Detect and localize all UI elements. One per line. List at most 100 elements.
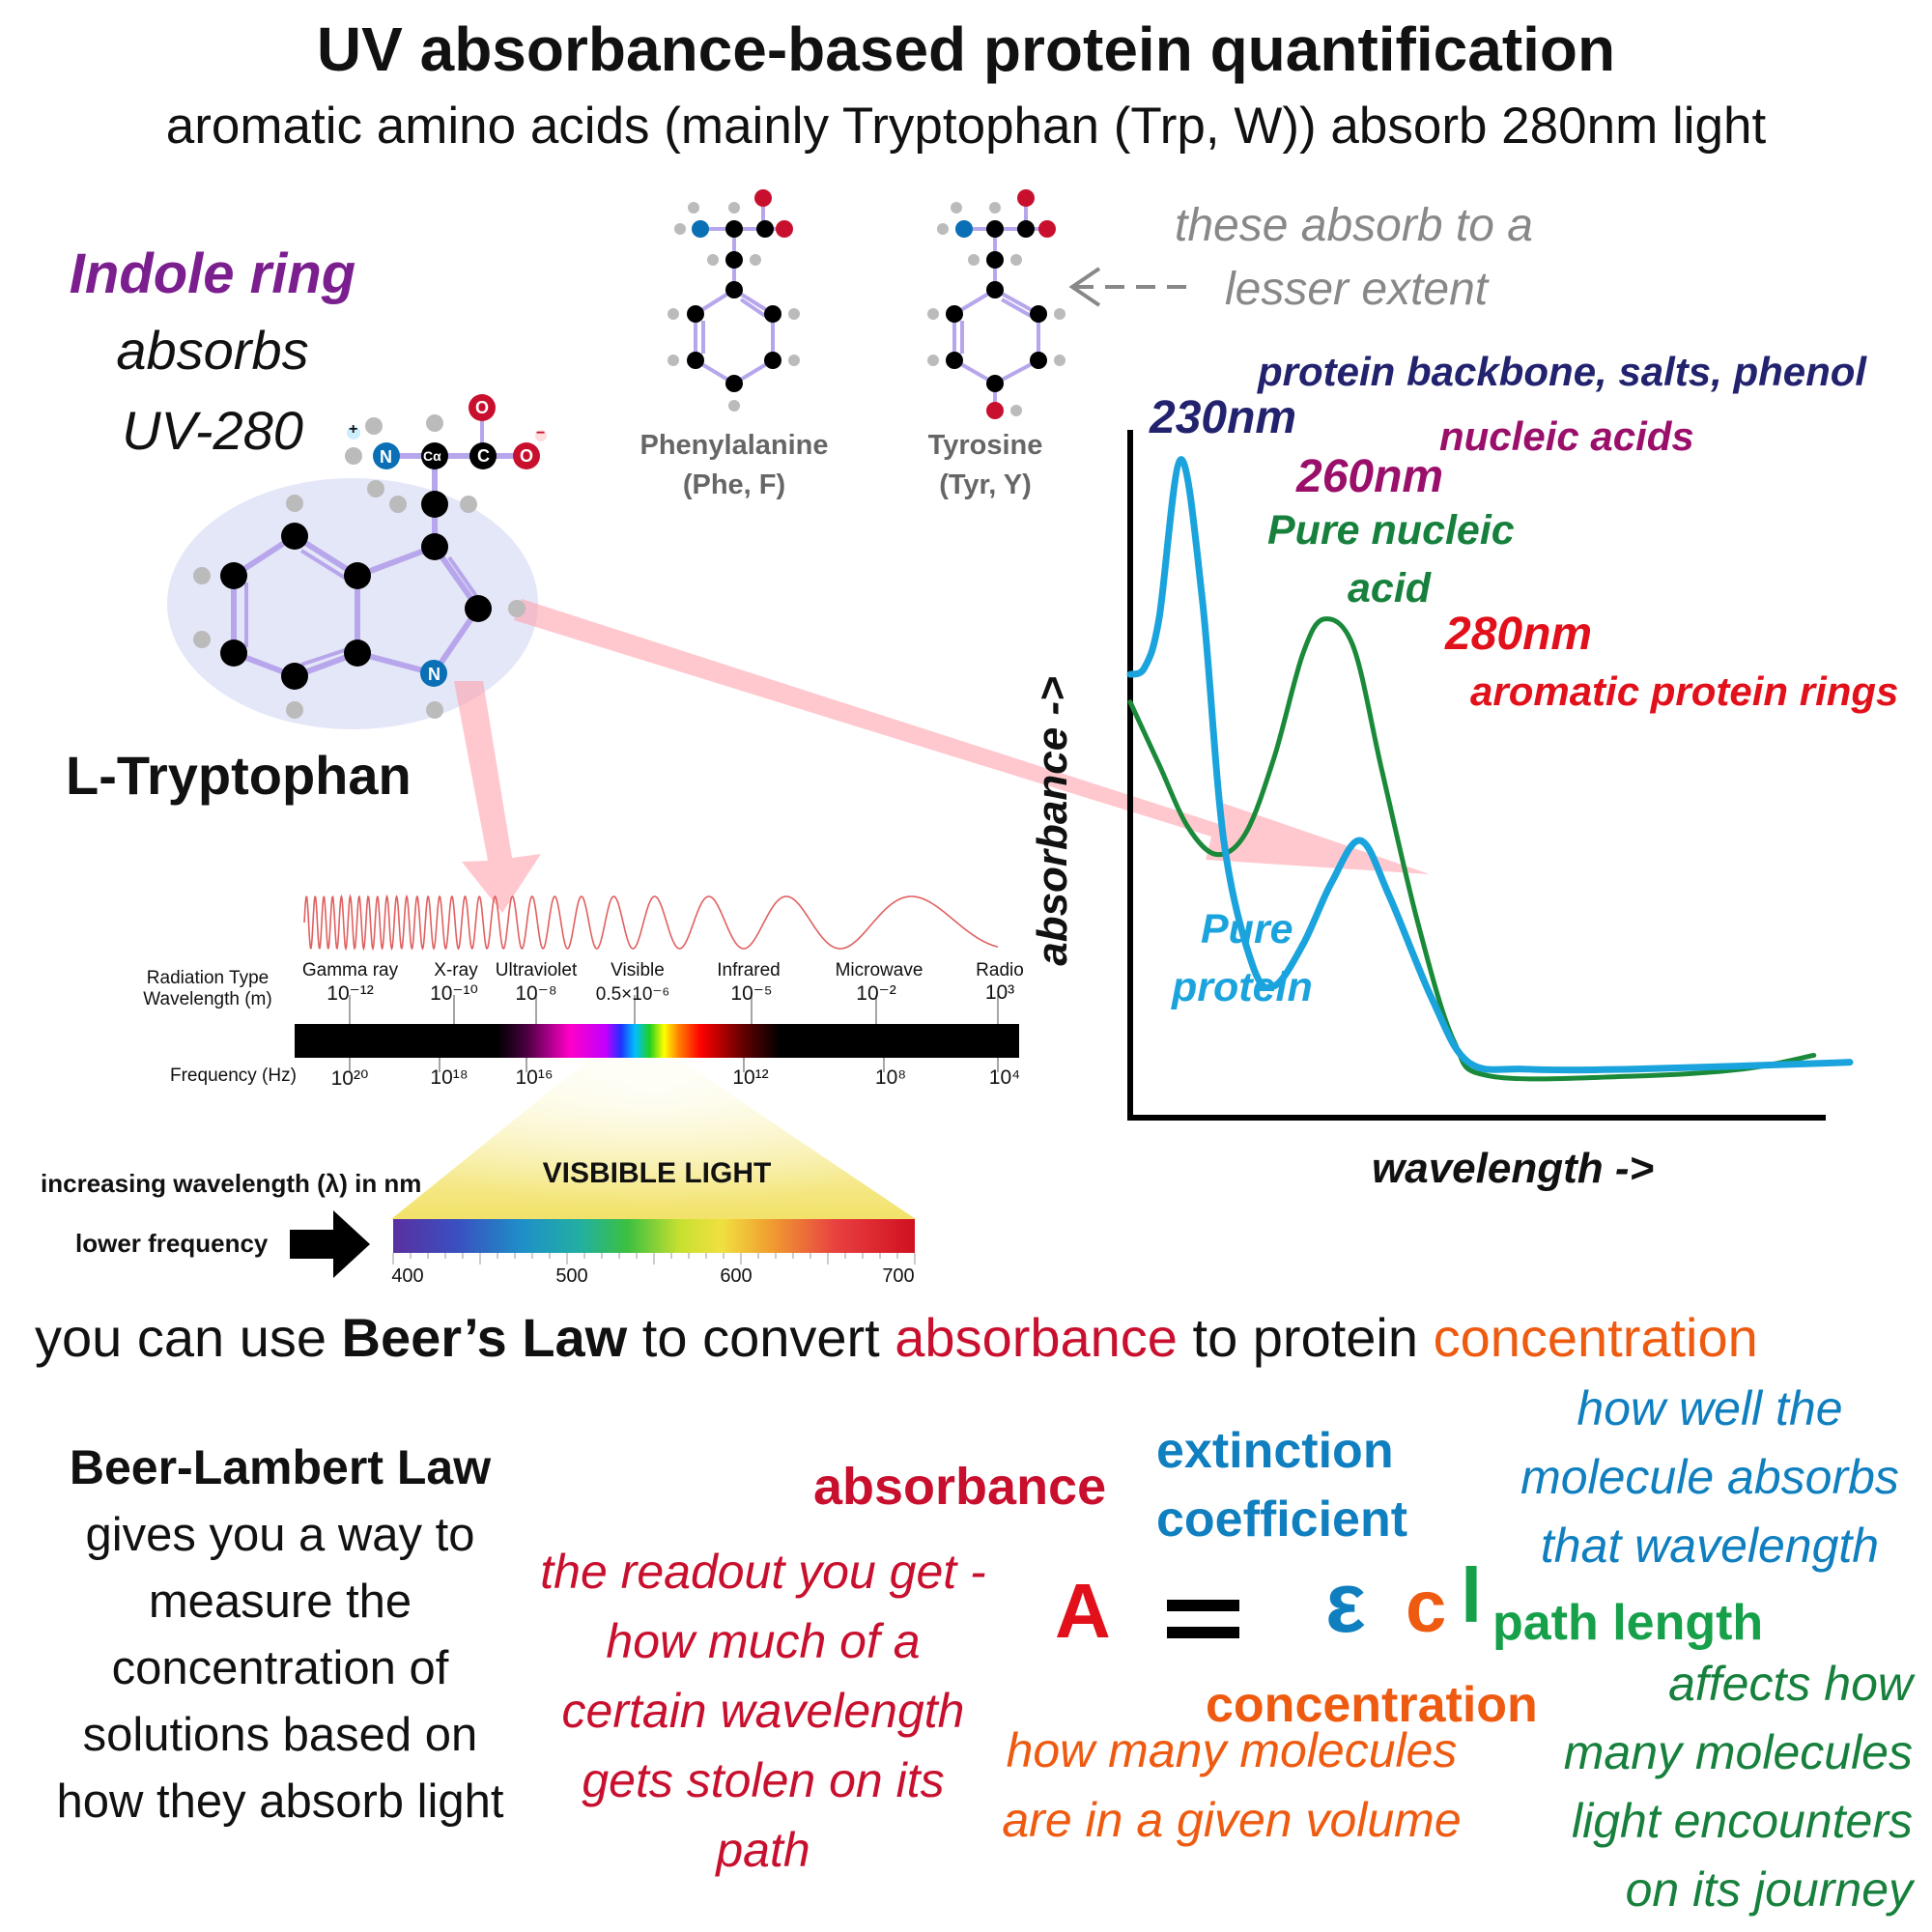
beer-lambert-title: Beer-Lambert Law bbox=[69, 1440, 492, 1494]
intro-prefix: you can use bbox=[35, 1307, 342, 1368]
type-gamma-ray: Gamma ray bbox=[301, 960, 399, 980]
visible-tick-600: 600 bbox=[720, 1265, 753, 1287]
annotation-260nm: 260nm bbox=[1296, 451, 1444, 502]
increasing-wavelength-label: increasing wavelength (λ) in nm bbox=[41, 1169, 422, 1198]
phenylalanine-name: Phenylalanine bbox=[639, 430, 829, 461]
trp-plus-charge: + bbox=[349, 421, 358, 438]
tryptophan-name: L-Tryptophan bbox=[66, 745, 412, 806]
intro-mid2: to protein bbox=[1177, 1307, 1434, 1368]
annotation-260nm-note: nucleic acids bbox=[1439, 413, 1694, 459]
series-label-protein-line1: Pure bbox=[1201, 906, 1293, 952]
extinction-desc-1: how well the bbox=[1577, 1381, 1843, 1435]
radiation-type-label: Radiation Type bbox=[146, 968, 270, 988]
wavelength-visible: 0.5×10⁻⁶ bbox=[595, 984, 670, 1005]
formula-equals-top bbox=[1167, 1600, 1239, 1611]
intro-absorbance: absorbance bbox=[895, 1307, 1178, 1368]
formula-A: A bbox=[1055, 1568, 1111, 1654]
lower-frequency-arrow bbox=[290, 1210, 370, 1278]
absorbance-desc-1: the readout you get - bbox=[540, 1545, 986, 1599]
lesser-extent-note-line2: lesser extent bbox=[1225, 264, 1489, 315]
bl-desc-3: concentration of bbox=[111, 1642, 449, 1694]
annotation-230nm-note: protein backbone, salts, phenol bbox=[1258, 349, 1867, 394]
type-ultraviolet: Ultraviolet bbox=[495, 960, 578, 980]
annotation-280nm-note: aromatic protein rings bbox=[1470, 668, 1899, 714]
intro-concentration: concentration bbox=[1433, 1307, 1758, 1368]
intro-mid: to convert bbox=[627, 1307, 895, 1368]
visible-bar-ticks bbox=[392, 1253, 916, 1264]
phenylalanine-code: (Phe, F) bbox=[682, 469, 786, 500]
visible-tick-500: 500 bbox=[555, 1265, 588, 1287]
extinction-label-line1: extinction bbox=[1156, 1423, 1394, 1479]
page-subtitle: aromatic amino acids (mainly Tryptophan … bbox=[165, 98, 1767, 155]
lesser-extent-note-line1: these absorb to a bbox=[1175, 200, 1533, 251]
wavelength-label: Wavelength (m) bbox=[143, 989, 272, 1009]
indole-ring-title: Indole ring bbox=[69, 242, 356, 305]
visible-spectrum-bar bbox=[393, 1219, 915, 1253]
absorbance-desc-5: path bbox=[716, 1823, 810, 1877]
series-line-pure-nucleic-acid bbox=[1127, 616, 1817, 1082]
indole-line-uv280: UV-280 bbox=[122, 400, 303, 461]
visible-light-title: VISBIBLE LIGHT bbox=[542, 1157, 772, 1189]
intro-beers-law: Beer’s Law bbox=[341, 1307, 628, 1368]
trp-alpha-carbon-label: Cα bbox=[423, 448, 441, 464]
frequency-1e4: 10⁴ bbox=[988, 1066, 1021, 1089]
frequency-1e20: 10²⁰ bbox=[330, 1067, 369, 1090]
extinction-desc-2: molecule absorbs bbox=[1520, 1450, 1899, 1504]
path-desc-2: many molecules bbox=[1563, 1725, 1913, 1779]
formula-equals-bottom bbox=[1167, 1627, 1239, 1638]
indole-line-absorbs: absorbs bbox=[116, 320, 309, 381]
phenylalanine-structure bbox=[668, 189, 800, 412]
bl-desc-1: gives you a way to bbox=[85, 1509, 475, 1561]
visible-light-glow bbox=[391, 1058, 916, 1219]
trp-carbonyl-oxygen-label: O bbox=[475, 398, 490, 417]
frequency-1e16: 10¹⁶ bbox=[515, 1066, 554, 1089]
frequency-1e8: 10⁸ bbox=[874, 1066, 907, 1089]
bl-desc-2: measure the bbox=[148, 1576, 412, 1628]
path-desc-3: light encounters bbox=[1571, 1794, 1913, 1848]
trp-minus-charge: − bbox=[536, 425, 546, 441]
wavelength-infrared: 10⁻⁵ bbox=[730, 982, 773, 1005]
type-radio: Radio bbox=[976, 960, 1024, 980]
tyrosine-name: Tyrosine bbox=[927, 430, 1043, 461]
tyrosine-structure bbox=[927, 189, 1065, 419]
type-visible: Visible bbox=[611, 960, 665, 980]
series-label-nucleic-line2: acid bbox=[1348, 565, 1432, 611]
wavelength-radio: 10³ bbox=[984, 981, 1015, 1004]
lower-frequency-label: lower frequency bbox=[75, 1229, 269, 1258]
path-length-label: path length bbox=[1492, 1595, 1764, 1651]
wavelength-x-ray: 10⁻¹⁰ bbox=[430, 982, 478, 1005]
chart-axes bbox=[1127, 430, 1826, 1121]
trp-carboxyl-carbon-label: C bbox=[477, 446, 490, 466]
path-desc-1: affects how bbox=[1668, 1657, 1913, 1711]
visible-tick-700: 700 bbox=[882, 1265, 915, 1287]
type-infrared: Infrared bbox=[717, 960, 781, 980]
trp-ring-nitrogen-label: N bbox=[428, 665, 440, 684]
wavelength-microwave: 10⁻² bbox=[856, 982, 896, 1005]
arrow-to-spectrum bbox=[454, 681, 541, 913]
arrow-to-280-peak bbox=[514, 599, 1430, 874]
visible-tick-400: 400 bbox=[391, 1265, 424, 1287]
frequency-1e12: 10¹² bbox=[732, 1066, 769, 1089]
beers-law-intro: you can use Beer’s Law to convert absorb… bbox=[35, 1306, 1758, 1369]
absorbance-desc-2: how much of a bbox=[606, 1614, 921, 1668]
annotation-230nm: 230nm bbox=[1150, 392, 1297, 443]
wavelength-gamma: 10⁻¹² bbox=[327, 982, 374, 1005]
em-spectrum-bar bbox=[295, 1024, 1019, 1058]
trp-carboxyl-oxygen-label: O bbox=[520, 446, 534, 466]
page-title: UV absorbance-based protein quantificati… bbox=[316, 14, 1616, 84]
extinction-desc-3: that wavelength bbox=[1540, 1519, 1880, 1573]
type-microwave: Microwave bbox=[835, 960, 923, 980]
formula-l: l bbox=[1461, 1552, 1483, 1638]
annotation-280nm: 280nm bbox=[1445, 609, 1593, 660]
tyrosine-code: (Tyr, Y) bbox=[939, 469, 1032, 500]
bl-desc-5: how they absorb light bbox=[56, 1776, 504, 1828]
series-label-nucleic-line1: Pure nucleic bbox=[1267, 507, 1515, 554]
chart-y-axis-label: absorbance -> bbox=[1029, 676, 1076, 966]
path-desc-4: on its journey bbox=[1625, 1862, 1913, 1917]
wavelength-ultraviolet: 10⁻⁸ bbox=[515, 982, 557, 1005]
series-label-protein-line2: protein bbox=[1172, 964, 1313, 1010]
chart-x-axis-label: wavelength -> bbox=[1372, 1145, 1655, 1192]
grey-dashed-arrow bbox=[1068, 267, 1193, 307]
formula-epsilon: ε bbox=[1325, 1554, 1366, 1650]
series-line-pure-protein bbox=[1126, 456, 1854, 1074]
